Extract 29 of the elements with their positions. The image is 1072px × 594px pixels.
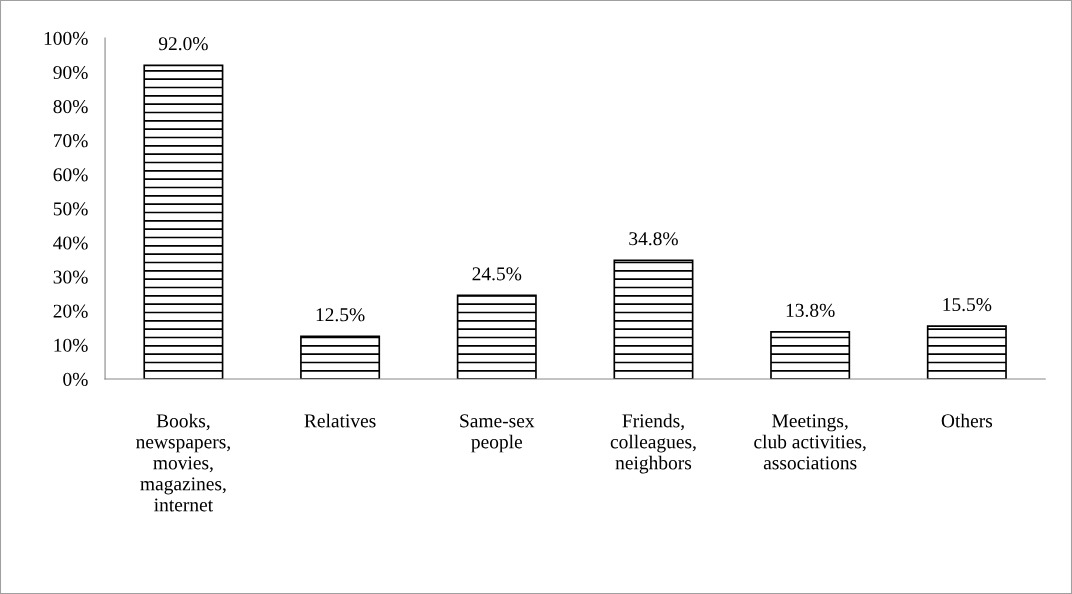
- y-tick-label: 10%: [54, 338, 88, 352]
- y-tick-label: 80%: [53, 100, 88, 114]
- y-tick-label: 0%: [63, 372, 88, 386]
- y-tick-label: 50%: [53, 202, 88, 216]
- bar: [926, 325, 1007, 379]
- x-tick-label: Friends, colleagues, neighbors: [610, 413, 696, 474]
- data-label: 34.8%: [629, 232, 678, 246]
- data-label: 13.8%: [786, 303, 835, 317]
- bar: [456, 294, 537, 379]
- x-tick-label: Others: [941, 413, 993, 428]
- y-tick-label: 40%: [53, 236, 88, 250]
- data-label: 24.5%: [472, 267, 522, 281]
- y-tick-label: 60%: [53, 168, 88, 182]
- y-tick-label: 30%: [53, 270, 88, 284]
- x-tick-label: Relatives: [304, 413, 376, 428]
- bar: [770, 331, 851, 379]
- x-tick-label: Meetings, club activities, associations: [754, 414, 866, 470]
- x-tick-label: Same-sex people: [460, 414, 535, 453]
- bar: [143, 64, 224, 379]
- y-tick-label: 90%: [53, 65, 88, 80]
- y-tick-label: 70%: [54, 134, 88, 148]
- bar: [613, 259, 694, 379]
- data-label: 15.5%: [943, 297, 992, 312]
- y-tick-label: 100%: [44, 31, 88, 46]
- data-label: 92.0%: [158, 37, 208, 51]
- y-tick-label: 20%: [53, 304, 88, 318]
- bar: [300, 335, 381, 379]
- x-tick-label: Books, newspapers, movies, magazines, internet: [136, 413, 230, 512]
- data-label: 12.5%: [316, 308, 365, 322]
